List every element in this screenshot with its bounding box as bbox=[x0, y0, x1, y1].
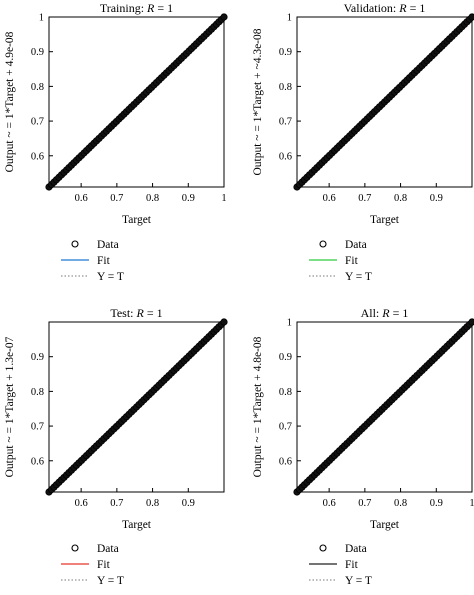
x-tick-label: 0.6 bbox=[323, 193, 336, 204]
y-tick-label: 0.8 bbox=[279, 82, 292, 93]
x-tick-label: 0.8 bbox=[394, 193, 407, 204]
panel-title: Test: R = 1 bbox=[110, 306, 162, 320]
x-tick-label: 0.6 bbox=[323, 498, 336, 509]
legend-data-marker bbox=[71, 240, 79, 248]
panel-4: All: R = 1 0.6 0.7 0.8 0.9 1 0.6 0.7 0.8 0.9 1 Targ… bbox=[252, 306, 474, 587]
y-axis-label: Output ~ = 1*Target + 1.3e-07 bbox=[4, 336, 16, 477]
y-axis-label: Output ~ = 1*Target + 4.8e-08 bbox=[252, 336, 264, 477]
data-point bbox=[468, 318, 474, 326]
x-tick-label: 0.8 bbox=[146, 193, 159, 204]
legend-label-identity: Y = T bbox=[345, 271, 372, 283]
y-tick-label: 0.7 bbox=[279, 117, 292, 128]
legend-label-fit: Fit bbox=[345, 255, 359, 267]
legend: Data Fit Y = T bbox=[61, 543, 124, 587]
panel-title: Validation: R = 1 bbox=[344, 1, 426, 15]
x-tick-label: 0.8 bbox=[394, 498, 407, 509]
y-tick-label: 0.9 bbox=[279, 352, 292, 363]
legend: Data Fit Y = T bbox=[309, 239, 372, 283]
y-tick-label: 0.6 bbox=[279, 151, 292, 162]
x-tick-label: 0.9 bbox=[430, 498, 443, 509]
panel-1: Training: R = 1 0.6 0.7 0.8 0.9 1 0.6 0.7 0.8 0.9… bbox=[4, 1, 228, 283]
y-tick-label: 0.7 bbox=[31, 422, 44, 433]
legend: Data Fit Y = T bbox=[309, 543, 372, 587]
y-tick-label: 0.6 bbox=[31, 456, 44, 467]
legend-label-data: Data bbox=[345, 239, 367, 251]
x-tick-label: 0.7 bbox=[358, 498, 371, 509]
x-axis-label: Target bbox=[370, 214, 400, 226]
y-tick-label: 0.7 bbox=[279, 422, 292, 433]
x-tick-label: 0.6 bbox=[75, 498, 88, 509]
legend-label-identity: Y = T bbox=[97, 575, 124, 587]
panel-2: Validation: R = 1 0.6 0.7 0.8 0.9 0.6 0.7 0.8 0.… bbox=[252, 1, 474, 283]
y-tick-label: 0.9 bbox=[31, 47, 44, 58]
plot-frame bbox=[48, 16, 225, 188]
data-point bbox=[220, 13, 228, 21]
data-point bbox=[468, 13, 474, 21]
y-axis-label: Output ~ = 1*Target + ~4.3e-08 bbox=[252, 28, 264, 175]
legend-label-fit: Fit bbox=[97, 559, 111, 571]
y-tick-label: 0.8 bbox=[31, 387, 44, 398]
legend-label-data: Data bbox=[97, 239, 119, 251]
y-tick-label: 1 bbox=[39, 13, 44, 24]
y-tick-label: 1 bbox=[287, 13, 292, 24]
x-tick-label: 0.9 bbox=[182, 193, 195, 204]
legend: Data Fit Y = T bbox=[61, 239, 124, 283]
x-tick-label: 0.8 bbox=[146, 498, 159, 509]
y-tick-label: 0.8 bbox=[279, 387, 292, 398]
y-tick-label: 0.6 bbox=[31, 151, 44, 162]
plot-frame bbox=[296, 16, 473, 188]
x-tick-label: 0.6 bbox=[75, 193, 88, 204]
legend-label-data: Data bbox=[345, 543, 367, 555]
y-tick-label: 0.8 bbox=[31, 82, 44, 93]
y-tick-label: 0.9 bbox=[279, 47, 292, 58]
x-tick-label: 0.9 bbox=[430, 193, 443, 204]
x-axis-label: Target bbox=[370, 519, 400, 531]
x-tick-label: 1 bbox=[469, 498, 474, 509]
panel-title: Training: R = 1 bbox=[100, 1, 173, 15]
y-tick-label: 0.7 bbox=[31, 117, 44, 128]
y-tick-label: 1 bbox=[287, 318, 292, 329]
panel-title: All: R = 1 bbox=[361, 306, 409, 320]
legend-label-identity: Y = T bbox=[97, 271, 124, 283]
plot-frame bbox=[296, 321, 473, 493]
x-tick-label: 0.7 bbox=[358, 193, 371, 204]
legend-label-fit: Fit bbox=[345, 559, 359, 571]
x-tick-label: 0.7 bbox=[110, 498, 123, 509]
legend-data-marker bbox=[71, 544, 79, 552]
legend-label-identity: Y = T bbox=[345, 575, 372, 587]
y-tick-label: 0.9 bbox=[31, 352, 44, 363]
x-tick-label: 1 bbox=[221, 193, 226, 204]
x-axis-label: Target bbox=[122, 214, 152, 226]
x-axis-label: Target bbox=[122, 519, 152, 531]
legend-data-marker bbox=[319, 544, 327, 552]
legend-label-data: Data bbox=[97, 543, 119, 555]
legend-data-marker bbox=[319, 240, 327, 248]
plot-frame bbox=[48, 321, 225, 493]
y-axis-label: Output ~ = 1*Target + 4.9e-08 bbox=[4, 31, 16, 172]
data-point bbox=[220, 318, 228, 326]
x-tick-label: 0.9 bbox=[182, 498, 195, 509]
legend-label-fit: Fit bbox=[97, 255, 111, 267]
panel-3: Test: R = 1 0.6 0.7 0.8 0.9 0.6 0.7 0.8 0.9 Targe… bbox=[4, 306, 228, 587]
y-tick-label: 0.6 bbox=[279, 456, 292, 467]
x-tick-label: 0.7 bbox=[110, 193, 123, 204]
